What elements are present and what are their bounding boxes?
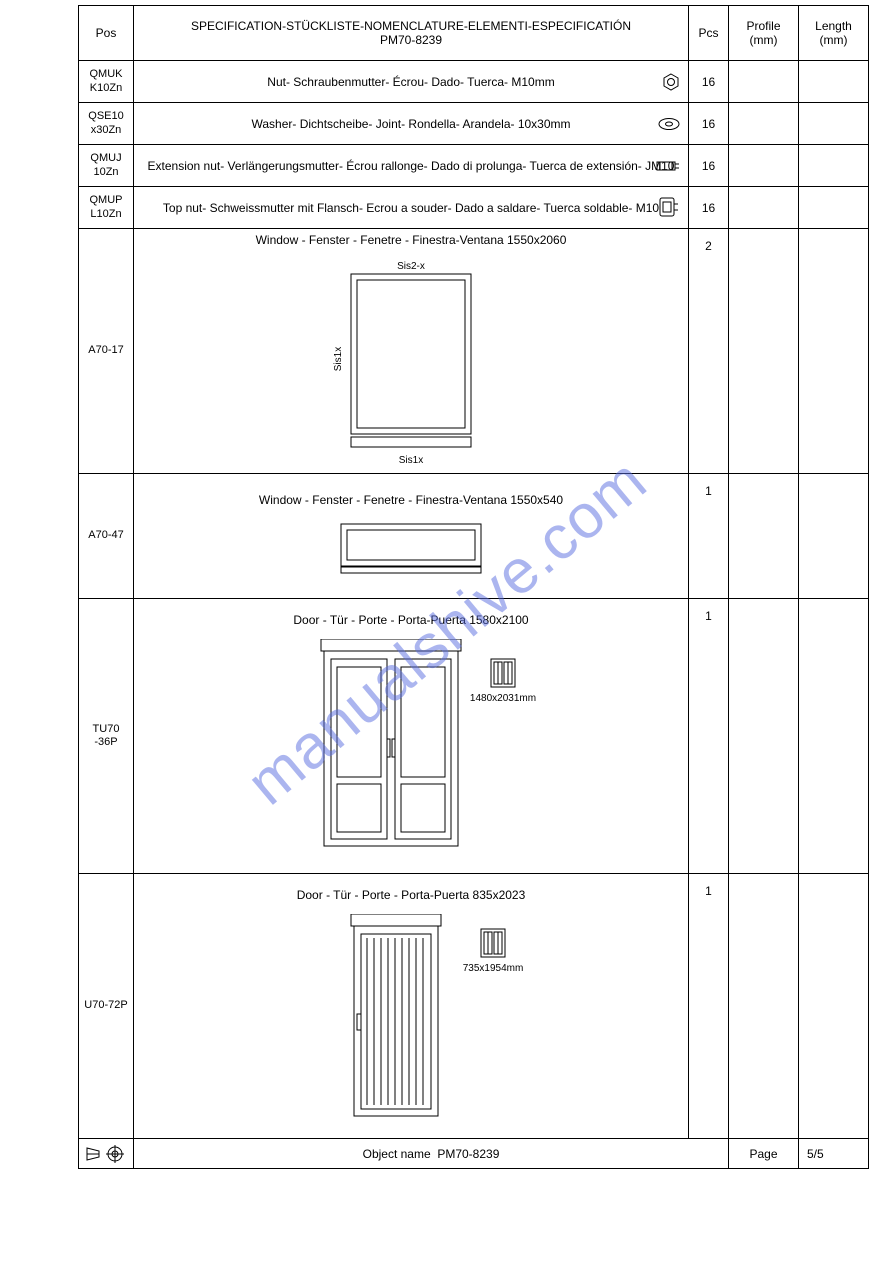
- object-name-value: PM70-8239: [437, 1147, 499, 1161]
- cell-profile: [729, 874, 799, 1139]
- cell-profile: [729, 103, 799, 145]
- svg-text:Sis2-x: Sis2-x: [397, 261, 425, 272]
- cell-pcs: 1: [689, 599, 729, 874]
- cell-drawing: Door - Tür - Porte - Porta-Puerta 835x20…: [134, 874, 689, 1139]
- header-length-line2: (mm): [801, 33, 866, 47]
- cell-pcs: 16: [689, 187, 729, 229]
- nut-icon: [662, 73, 680, 91]
- spec-table: Pos SPECIFICATION-STÜCKLISTE-NOMENCLATUR…: [78, 5, 869, 1169]
- cell-pos: QMUJ10Zn: [79, 145, 134, 187]
- drawing-row: A70-17 Window - Fenster - Fenetre - Fine…: [79, 229, 869, 474]
- page-container: Pos SPECIFICATION-STÜCKLISTE-NOMENCLATUR…: [78, 5, 868, 1169]
- drawing-row: A70-47 Window - Fenster - Fenetre - Fine…: [79, 474, 869, 599]
- table-row: QSE10x30Zn Washer- Dichtscheibe- Joint- …: [79, 103, 869, 145]
- cell-drawing: Window - Fenster - Fenetre - Finestra-Ve…: [134, 229, 689, 474]
- cell-drawing: Door - Tür - Porte - Porta-Puerta 1580x2…: [134, 599, 689, 874]
- cell-pos: QSE10x30Zn: [79, 103, 134, 145]
- cell-length: [799, 145, 869, 187]
- svg-text:Sis1x: Sis1x: [399, 455, 423, 466]
- cell-pcs: 1: [689, 474, 729, 599]
- cell-pos: A70-17: [79, 229, 134, 474]
- cell-pos: QMUKK10Zn: [79, 61, 134, 103]
- window-wide-drawing: [321, 519, 501, 579]
- cell-profile: [729, 474, 799, 599]
- cell-length: [799, 874, 869, 1139]
- cell-pcs: 1: [689, 874, 729, 1139]
- cell-profile: [729, 229, 799, 474]
- svg-text:1480x2031mm: 1480x2031mm: [470, 693, 536, 704]
- footer-object: Object name PM70-8239: [134, 1139, 729, 1169]
- header-length: Length (mm): [799, 6, 869, 61]
- drawing-title: Door - Tür - Porte - Porta-Puerta 1580x2…: [136, 613, 686, 627]
- cell-pcs: 16: [689, 103, 729, 145]
- cell-length: [799, 599, 869, 874]
- cell-profile: [729, 61, 799, 103]
- projection-icon: [85, 1145, 127, 1163]
- cell-pos: QMUPL10Zn: [79, 187, 134, 229]
- header-pcs: Pcs: [689, 6, 729, 61]
- header-spec: SPECIFICATION-STÜCKLISTE-NOMENCLATURE-EL…: [134, 6, 689, 61]
- cell-desc: Washer- Dichtscheibe- Joint- Rondella- A…: [134, 103, 689, 145]
- cell-length: [799, 61, 869, 103]
- header-profile: Profile (mm): [729, 6, 799, 61]
- footer-page-label: Page: [729, 1139, 799, 1169]
- footer-page-value: 5/5: [799, 1139, 869, 1169]
- cell-pos: TU70-36P: [79, 599, 134, 874]
- cell-length: [799, 474, 869, 599]
- header-pos: Pos: [79, 6, 134, 61]
- header-row: Pos SPECIFICATION-STÜCKLISTE-NOMENCLATUR…: [79, 6, 869, 61]
- drawing-title: Window - Fenster - Fenetre - Finestra-Ve…: [136, 233, 686, 247]
- cell-length: [799, 103, 869, 145]
- cell-drawing: Window - Fenster - Fenetre - Finestra-Ve…: [134, 474, 689, 599]
- cell-length: [799, 229, 869, 474]
- svg-text:Sis1x: Sis1x: [333, 347, 344, 371]
- drawing-title: Window - Fenster - Fenetre - Finestra-Ve…: [136, 493, 686, 507]
- cell-profile: [729, 145, 799, 187]
- table-row: QMUKK10Zn Nut- Schraubenmutter- Écrou- D…: [79, 61, 869, 103]
- drawing-row: TU70-36P Door - Tür - Porte - Porta-Puer…: [79, 599, 869, 874]
- cell-pos: U70-72P: [79, 874, 134, 1139]
- cell-pcs: 16: [689, 145, 729, 187]
- footer-icons: [79, 1139, 134, 1169]
- door-single-drawing: 735x1954mm: [261, 914, 561, 1124]
- header-profile-line2: (mm): [731, 33, 796, 47]
- drawing-row: U70-72P Door - Tür - Porte - Porta-Puert…: [79, 874, 869, 1139]
- header-length-line1: Length: [801, 19, 866, 33]
- cell-profile: [729, 187, 799, 229]
- cell-profile: [729, 599, 799, 874]
- header-profile-line1: Profile: [731, 19, 796, 33]
- cell-desc: Top nut- Schweissmutter mit Flansch- Ecr…: [134, 187, 689, 229]
- extension-nut-icon: [656, 160, 680, 172]
- top-nut-icon: [658, 196, 680, 220]
- drawing-title: Door - Tür - Porte - Porta-Puerta 835x20…: [136, 888, 686, 902]
- footer-row: Object name PM70-8239 Page 5/5: [79, 1139, 869, 1169]
- table-row: QMUJ10Zn Extension nut- Verlängerungsmut…: [79, 145, 869, 187]
- cell-desc: Extension nut- Verlängerungsmutter- Écro…: [134, 145, 689, 187]
- object-name-label: Object name: [363, 1147, 431, 1161]
- table-row: QMUPL10Zn Top nut- Schweissmutter mit Fl…: [79, 187, 869, 229]
- header-spec-line2: PM70-8239: [136, 33, 686, 47]
- window-large-drawing: Sis2-x Sis1x Sis1x: [321, 259, 501, 469]
- cell-length: [799, 187, 869, 229]
- svg-text:735x1954mm: 735x1954mm: [463, 963, 524, 974]
- cell-pcs: 2: [689, 229, 729, 474]
- door-double-drawing: 1480x2031mm: [251, 639, 571, 859]
- cell-pos: A70-47: [79, 474, 134, 599]
- header-spec-line1: SPECIFICATION-STÜCKLISTE-NOMENCLATURE-EL…: [136, 19, 686, 33]
- cell-desc: Nut- Schraubenmutter- Écrou- Dado- Tuerc…: [134, 61, 689, 103]
- washer-icon: [658, 117, 680, 131]
- cell-pcs: 16: [689, 61, 729, 103]
